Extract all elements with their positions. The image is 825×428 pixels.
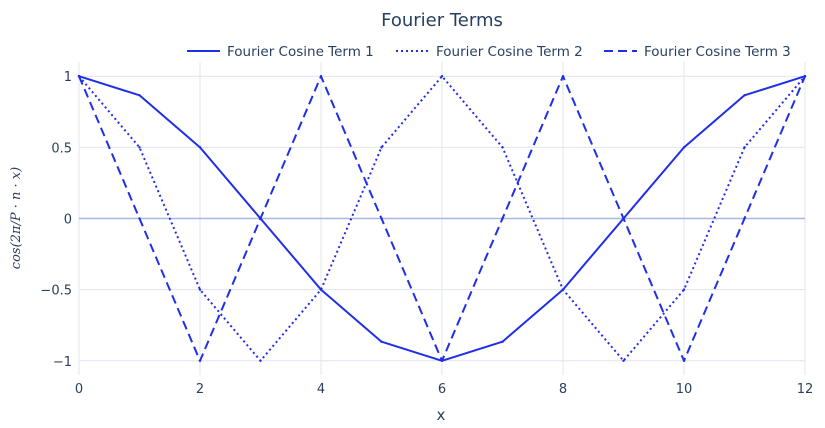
legend-label: Fourier Cosine Term 3 — [644, 44, 791, 60]
data-point — [259, 359, 262, 362]
legend-item-3[interactable]: Fourier Cosine Term 3 — [604, 44, 791, 60]
y-tick-label: 1 — [64, 70, 72, 85]
gridlines — [78, 62, 806, 375]
data-point — [77, 75, 81, 78]
x-tick-label: 12 — [797, 382, 814, 397]
data-point — [622, 217, 625, 220]
data-point — [440, 359, 444, 362]
data-point — [622, 359, 625, 362]
x-tick-label: 8 — [559, 382, 567, 397]
data-point — [440, 75, 444, 78]
x-tick-label: 2 — [196, 382, 204, 397]
data-point — [138, 217, 141, 220]
data-point — [319, 75, 323, 78]
data-point — [682, 359, 686, 362]
data-point — [561, 75, 565, 78]
tick-labels: 0 2 4 6 8 10 12 1 0.5 0 −0.5 −1 — [40, 70, 813, 397]
data-point — [501, 340, 504, 343]
data-point — [380, 146, 383, 149]
legend-item-1[interactable]: Fourier Cosine Term 1 — [187, 44, 374, 60]
legend-item-2[interactable]: Fourier Cosine Term 2 — [396, 44, 583, 60]
series-lines — [77, 75, 807, 362]
y-tick-label: −1 — [53, 355, 72, 370]
x-tick-label: 6 — [438, 382, 446, 397]
data-point — [743, 217, 746, 220]
y-tick-label: −0.5 — [40, 284, 72, 299]
data-point — [198, 288, 202, 291]
legend-label: Fourier Cosine Term 1 — [227, 44, 374, 60]
data-point — [682, 146, 686, 149]
data-point — [198, 146, 202, 149]
y-tick-label: 0 — [64, 213, 72, 228]
data-point — [501, 146, 504, 149]
data-point — [319, 288, 323, 291]
legend-label: Fourier Cosine Term 2 — [436, 44, 583, 60]
data-point — [259, 217, 262, 220]
data-point — [682, 288, 686, 291]
y-axis-title: cos(2π/P · n · x) — [9, 167, 24, 269]
data-point — [380, 217, 383, 220]
data-point — [743, 146, 746, 149]
x-axis-title: x — [437, 406, 446, 424]
x-tick-label: 10 — [676, 382, 693, 397]
data-point — [501, 217, 504, 220]
chart-title: Fourier Terms — [381, 10, 503, 31]
y-tick-label: 0.5 — [51, 141, 72, 156]
data-point — [380, 340, 383, 343]
data-point — [803, 75, 807, 78]
data-point — [198, 359, 202, 362]
data-point — [138, 94, 141, 97]
x-tick-label: 4 — [317, 382, 325, 397]
data-point — [743, 94, 746, 97]
data-point — [138, 146, 141, 149]
x-tick-label: 0 — [75, 382, 83, 397]
data-point — [561, 288, 565, 291]
legend[interactable]: Fourier Cosine Term 1 Fourier Cosine Term… — [187, 44, 791, 60]
